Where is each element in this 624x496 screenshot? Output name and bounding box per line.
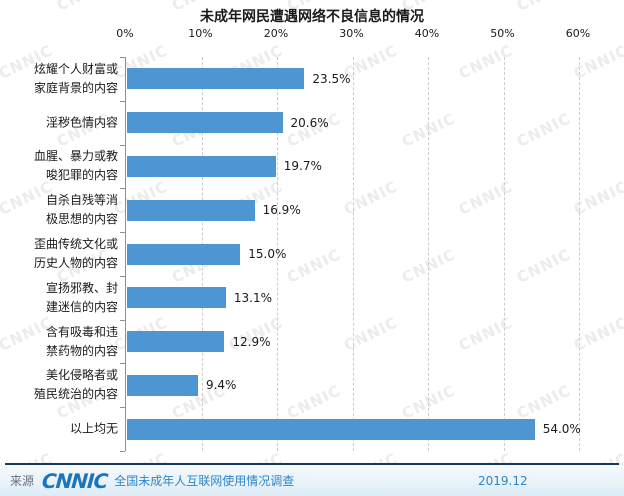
axis-tick [120, 319, 125, 321]
gridline [352, 57, 354, 451]
axis-tick [120, 100, 125, 102]
cnnic-logo: CNNIC [41, 468, 109, 493]
category-label: 淫秽色情内容 [45, 115, 118, 130]
category-label: 歪曲传统文化或 历史人物的内容 [33, 237, 118, 270]
bar [127, 68, 305, 90]
category-label: 血腥、暴力或教 唆犯罪的内容 [33, 149, 118, 183]
bar [127, 199, 255, 221]
category-label: 以上均无 [69, 421, 118, 436]
bar [127, 331, 225, 353]
gridline [579, 57, 580, 451]
axis-tick [120, 188, 125, 190]
x-tick-label: 40% [414, 27, 440, 40]
axis-tick [120, 144, 125, 146]
category-label: 炫耀个人财富或 家庭背景的内容 [33, 61, 118, 95]
bar [127, 155, 276, 177]
category-label: 美化侵略者或 殖民统治的内容 [33, 368, 118, 402]
chart-title: 未成年网民遭遇网络不良信息的情况 [200, 9, 424, 25]
x-tick-label: 0% [116, 27, 134, 40]
x-tick-label: 30% [339, 27, 364, 40]
footer: 来源 CNNIC 全国未成年人互联网使用情况调查 2019.12 [0, 465, 624, 496]
bar-value-label: 12.9% [232, 334, 271, 349]
gridline [428, 57, 429, 451]
bar-value-label: 16.9% [262, 203, 301, 218]
bar [127, 243, 241, 265]
gridline [503, 57, 505, 451]
bar [127, 287, 226, 309]
category-label: 含有吸毒和违 禁药物的内容 [45, 324, 118, 358]
bar [127, 374, 198, 396]
footer-divider [5, 463, 619, 465]
source-label: 来源 [10, 474, 35, 488]
x-tick-label: 20% [263, 27, 289, 40]
bar-value-label: 54.0% [542, 422, 581, 437]
plot-area: 23.5% 20.6% 19.7% 16.9% 15.0% 13.1% 12.9% 9.4% 5… [120, 57, 581, 452]
bar-value-label: 15.0% [248, 247, 287, 261]
bar-value-label: 23.5% [312, 71, 351, 86]
gridline [277, 57, 278, 451]
axis-tick [120, 275, 125, 277]
bar-value-label: 13.1% [233, 290, 273, 305]
footer-date: 2019.12 [478, 473, 528, 488]
bar [127, 418, 535, 440]
category-label: 宣扬邪教、封 建迷信的内容 [45, 280, 118, 314]
bar [127, 112, 283, 134]
survey-name: 全国未成年人互联网使用情况调查 [114, 474, 295, 488]
bar-value-label: 19.7% [283, 159, 322, 174]
x-tick-label: 50% [490, 27, 515, 40]
x-tick-label: 60% [565, 27, 591, 40]
category-label: 自杀自残等消 极思想的内容 [45, 193, 118, 227]
axis-tick [120, 451, 125, 452]
axis-tick [120, 232, 125, 234]
bar-value-label: 20.6% [290, 115, 329, 130]
axis-tick [120, 57, 125, 58]
bar-value-label: 9.4% [205, 378, 237, 393]
x-tick-label: 10% [188, 27, 213, 40]
axis-tick [120, 363, 125, 365]
axis-tick [120, 407, 125, 409]
